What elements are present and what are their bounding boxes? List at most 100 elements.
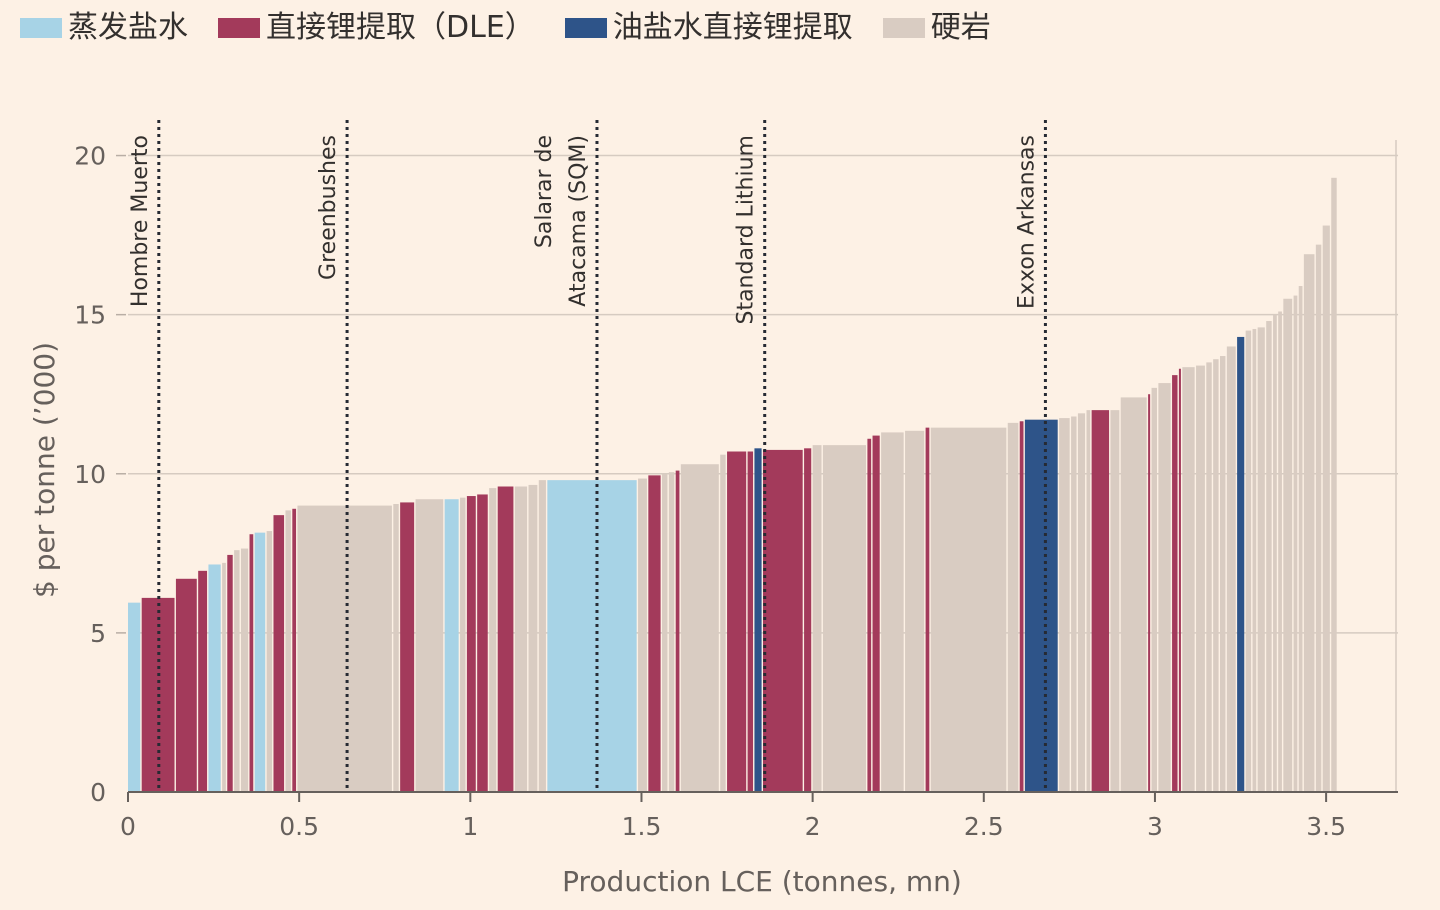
bar-dle	[292, 508, 297, 792]
x-tick-label: 3	[1147, 812, 1163, 841]
bar-oil	[1024, 419, 1058, 792]
bar-hard	[881, 432, 904, 792]
bar-dle	[249, 534, 254, 792]
bar-evap	[128, 602, 141, 792]
bar-dle	[273, 515, 285, 792]
bar-hard	[538, 480, 546, 792]
y-tick-label: 15	[74, 301, 106, 330]
bar-oil	[754, 448, 762, 792]
bar-hard	[1293, 295, 1298, 792]
bar-evap	[444, 499, 459, 792]
bar-hard	[1206, 362, 1212, 792]
y-tick-label: 10	[74, 460, 106, 489]
bar-hard	[1245, 330, 1252, 792]
bar-hard	[1158, 383, 1171, 792]
bar-hard	[528, 484, 538, 792]
bar-dle	[175, 578, 197, 792]
bar-hard	[1077, 413, 1086, 792]
bar-hard	[393, 504, 399, 792]
bar-hard	[720, 454, 726, 792]
bar-dle	[1178, 368, 1181, 792]
bar-dle	[400, 502, 415, 792]
bar-hard	[1059, 418, 1070, 792]
legend-swatch-hard-rock	[882, 18, 925, 38]
axes: 0 5 10 15 20 0 0.5 1 1.5 2 2.5 3 3.5	[74, 142, 1398, 841]
bar-dle	[763, 449, 803, 792]
bar-hard	[680, 464, 719, 792]
bar-hard	[1331, 177, 1337, 793]
x-axis-title: Production LCE (tonnes, mn)	[562, 865, 962, 898]
bar-hard	[297, 505, 392, 792]
legend-label-evaporation-brine: 蒸发盐水	[68, 10, 188, 45]
bar-hard	[668, 472, 675, 792]
bar-hard	[514, 486, 528, 792]
bar-hard	[222, 562, 226, 792]
bar-hard	[1273, 314, 1277, 792]
x-tick-label: 1	[462, 812, 478, 841]
bar-dle	[466, 496, 476, 792]
bar-hard	[1196, 365, 1205, 792]
bar-dle	[804, 448, 812, 792]
bar-hard	[1322, 225, 1330, 793]
y-tick-label: 20	[74, 142, 106, 171]
legend-item-hard-rock: 硬岩	[882, 8, 991, 48]
bar-hard	[905, 430, 925, 792]
bar-dle	[1172, 375, 1178, 792]
bar-hard	[1303, 254, 1315, 793]
bar-hard	[1182, 367, 1195, 792]
x-tick-label: 1.5	[622, 812, 662, 841]
bar-hard	[285, 510, 291, 792]
legend-item-dle: 直接锂提取（DLE）	[218, 8, 535, 48]
bar-dle	[198, 570, 208, 792]
annotation-label: Hombre Muerto	[128, 135, 153, 307]
bar-evap	[208, 564, 221, 792]
bar-hard	[266, 531, 273, 792]
bar-hard	[1257, 327, 1265, 792]
annotation-label: Salarar de	[532, 135, 557, 248]
bar-dle	[477, 494, 488, 792]
legend-label-dle: 直接锂提取（DLE）	[266, 10, 535, 45]
bar-hard	[1007, 422, 1019, 792]
legend-item-oil-brine-dle: 油盐水直接锂提取	[564, 8, 853, 48]
bar-dle	[648, 475, 661, 792]
bar-hard	[1219, 356, 1226, 792]
bar-dle	[867, 438, 872, 792]
bar-hard	[638, 478, 647, 792]
bar-hard	[1298, 286, 1303, 792]
bar-evap	[547, 480, 637, 792]
x-tick-label: 2.5	[964, 812, 1004, 841]
bar-hard	[1120, 397, 1147, 792]
x-tick-label: 0	[120, 812, 136, 841]
bar-dle	[227, 554, 233, 792]
bar-hard	[1266, 321, 1272, 792]
bar-dle	[675, 470, 680, 792]
bar-hard	[1071, 416, 1077, 792]
bar-hard	[662, 473, 668, 792]
bar-hard	[1110, 410, 1120, 792]
annotations: Hombre Muerto Greenbushes Salarar de Atacam…	[128, 120, 1047, 792]
annotation-label: Atacama (SQM)	[566, 135, 591, 307]
bar-dle	[1091, 410, 1110, 792]
annotation-label: Greenbushes	[316, 135, 341, 280]
bar-dle	[925, 427, 930, 792]
bar-hard	[1252, 328, 1257, 792]
bar-hard	[1086, 410, 1091, 792]
bar-dle	[497, 486, 514, 792]
bar-hard	[415, 499, 444, 792]
bar-hard	[930, 427, 1007, 792]
bar-dle	[872, 435, 880, 792]
bar-hard	[234, 550, 240, 792]
bar-dle	[1019, 421, 1024, 792]
bar-hard	[1278, 311, 1282, 792]
y-axis-title: $ per tonne (’000)	[28, 342, 61, 598]
legend-swatch-dle	[218, 18, 260, 38]
x-tick-label: 3.5	[1306, 812, 1346, 841]
bar-evap	[254, 532, 266, 792]
bar-hard	[240, 548, 249, 792]
annotation-label: Exxon Arkansas	[1014, 135, 1039, 309]
x-tick-label: 2	[805, 812, 821, 841]
bar-dle	[727, 451, 747, 792]
bar-hard	[460, 497, 466, 792]
bar-hard	[1226, 346, 1236, 792]
